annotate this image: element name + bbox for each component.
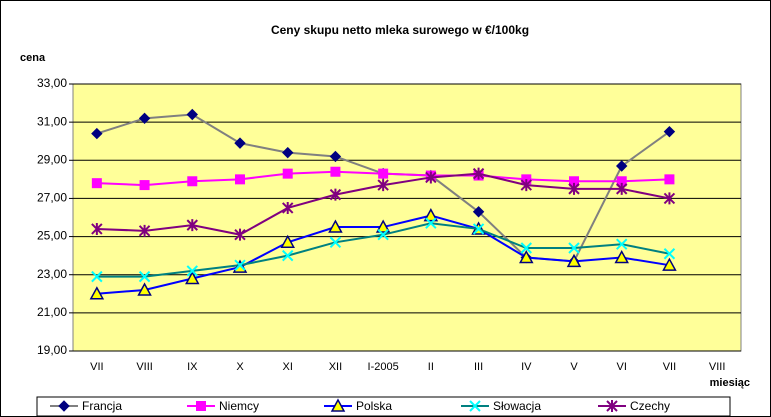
- legend-marker: [196, 401, 206, 411]
- marker: [663, 192, 676, 205]
- marker: [187, 176, 198, 187]
- marker: [472, 223, 485, 235]
- y-tick-label: 33,00: [37, 76, 67, 90]
- x-tick-label: I-2005: [368, 361, 399, 373]
- marker: [235, 174, 245, 185]
- y-tick-label: 25,00: [37, 229, 67, 243]
- x-tick-label: VII: [663, 361, 676, 373]
- chart-title: Ceny skupu netto mleka surowego w €/100k…: [271, 23, 529, 37]
- marker: [662, 257, 677, 271]
- legend-marker: [469, 400, 481, 412]
- marker: [186, 265, 198, 277]
- marker: [425, 171, 437, 184]
- marker: [568, 242, 580, 254]
- x-tick-label: II: [428, 361, 434, 373]
- marker: [425, 217, 437, 229]
- marker: [138, 112, 151, 125]
- legend-box: [36, 396, 731, 417]
- marker: [137, 282, 152, 296]
- legend-marker: [58, 400, 70, 412]
- marker: [329, 188, 342, 201]
- marker: [186, 219, 198, 232]
- legend-marker: [330, 398, 346, 412]
- marker: [91, 127, 103, 140]
- marker: [282, 168, 293, 179]
- marker: [614, 249, 629, 264]
- x-tick-label: XI: [283, 361, 293, 373]
- marker: [519, 249, 534, 264]
- marker: [520, 179, 532, 192]
- marker: [280, 234, 295, 249]
- marker: [568, 182, 580, 195]
- marker: [378, 168, 389, 179]
- marker: [472, 167, 485, 180]
- marker: [330, 166, 341, 177]
- marker: [282, 201, 294, 214]
- plot-area: [72, 83, 742, 352]
- x-tick-label: VI: [617, 361, 627, 373]
- marker: [375, 219, 391, 233]
- y-tick-label: 19,00: [37, 343, 67, 357]
- legend-label: Polska: [356, 399, 392, 413]
- x-tick-label: VIII: [709, 361, 726, 373]
- marker: [91, 270, 103, 283]
- x-tick-label: VII: [90, 361, 103, 373]
- x-tick-label: X: [236, 361, 244, 373]
- x-tick-label: IX: [187, 361, 198, 373]
- y-axis-label: cena: [20, 52, 46, 64]
- marker: [185, 270, 200, 285]
- legend-label: Francja: [82, 399, 122, 413]
- x-tick-label: IV: [521, 361, 532, 373]
- legend-label: Niemcy: [219, 399, 259, 413]
- marker: [91, 178, 102, 189]
- marker: [520, 242, 532, 254]
- y-tick-label: 29,00: [37, 152, 67, 166]
- legend-label: Słowacja: [493, 399, 541, 413]
- marker: [282, 146, 294, 159]
- legend-marker: [606, 400, 618, 412]
- marker: [664, 174, 675, 185]
- marker: [91, 222, 103, 235]
- marker: [234, 228, 246, 241]
- x-tick-label: XII: [329, 361, 342, 373]
- marker: [138, 224, 151, 237]
- y-tick-label: 31,00: [37, 114, 67, 128]
- y-tick-label: 23,00: [37, 267, 67, 281]
- marker: [377, 179, 389, 192]
- marker: [663, 125, 676, 138]
- marker: [377, 228, 389, 241]
- marker: [616, 160, 628, 172]
- marker: [472, 206, 485, 218]
- marker: [282, 249, 294, 262]
- marker: [234, 259, 246, 271]
- marker: [186, 108, 198, 121]
- x-axis-label: miesiąc: [710, 377, 750, 389]
- marker: [329, 236, 342, 249]
- x-tick-label: III: [474, 361, 483, 373]
- x-tick-label: VIII: [136, 361, 153, 373]
- legend-label: Czechy: [630, 399, 670, 413]
- x-tick-label: V: [570, 361, 578, 373]
- marker: [139, 180, 150, 191]
- marker: [663, 248, 676, 260]
- marker: [566, 253, 582, 268]
- marker: [329, 150, 342, 163]
- y-tick-label: 27,00: [37, 191, 67, 205]
- marker: [328, 219, 343, 233]
- marker: [138, 270, 151, 283]
- marker: [616, 238, 628, 250]
- y-tick-label: 21,00: [37, 305, 67, 319]
- marker: [616, 182, 628, 195]
- marker: [89, 286, 105, 300]
- marker: [234, 137, 246, 149]
- marker: [423, 208, 439, 222]
